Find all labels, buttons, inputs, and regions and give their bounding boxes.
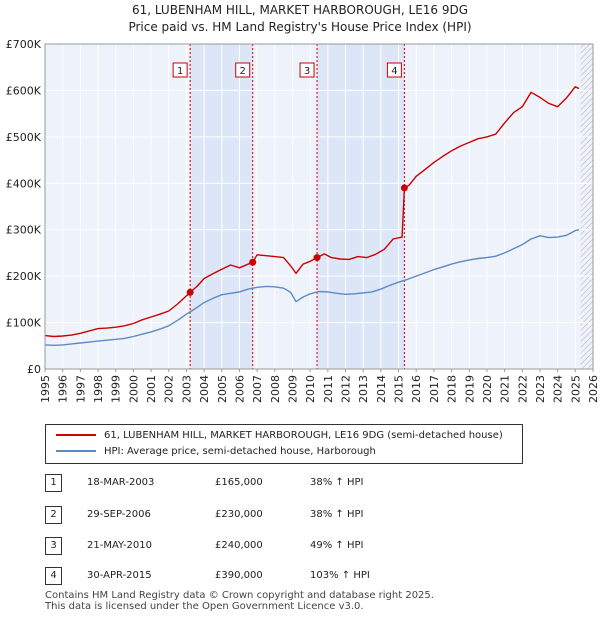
x-tick-label: 2008 — [269, 375, 282, 403]
sale-price: £165,000 — [215, 477, 263, 488]
forecast-hatch — [580, 44, 593, 369]
y-tick-label: £0 — [27, 363, 41, 376]
sale-number-badge: 3 — [45, 537, 62, 555]
sale-point — [186, 288, 194, 296]
x-tick-label: 1997 — [74, 375, 87, 403]
x-tick-label: 2024 — [552, 375, 565, 403]
legend-label-property: 61, LUBENHAM HILL, MARKET HARBOROUGH, LE… — [104, 430, 503, 441]
footer: Contains HM Land Registry data © Crown c… — [45, 590, 434, 612]
sale-number-badge: 2 — [45, 506, 62, 524]
footer-copyright: Contains HM Land Registry data © Crown c… — [45, 590, 434, 601]
sale-label-number: 3 — [304, 66, 310, 77]
x-tick-label: 2017 — [428, 375, 441, 403]
sale-hpi-change: 103% ↑ HPI — [310, 570, 370, 581]
x-tick-label: 2001 — [145, 375, 158, 403]
sale-label-box — [235, 62, 251, 78]
sale-hpi-change: 38% ↑ HPI — [310, 477, 364, 488]
x-tick-label: 1999 — [110, 375, 123, 403]
x-tick-label: 2015 — [393, 375, 406, 403]
sale-hpi-change: 38% ↑ HPI — [310, 509, 364, 520]
x-tick-label: 2009 — [286, 375, 299, 403]
x-tick-label: 2023 — [534, 375, 547, 403]
x-tick-label: 2012 — [340, 375, 353, 403]
legend-label-hpi: HPI: Average price, semi-detached house,… — [104, 446, 376, 457]
y-tick-label: £500K — [6, 131, 42, 144]
x-tick-label: 2020 — [481, 375, 494, 403]
x-tick-label: 2026 — [587, 375, 600, 403]
x-tick-label: 1998 — [92, 375, 105, 403]
chart-legend: 61, LUBENHAM HILL, MARKET HARBOROUGH, LE… — [45, 424, 523, 464]
sale-price: £240,000 — [215, 540, 263, 551]
y-tick-label: £300K — [6, 224, 42, 237]
x-tick-label: 2018 — [446, 375, 459, 403]
sale-row: 3 21-MAY-2010 £240,000 49% ↑ HPI — [45, 536, 385, 556]
x-tick-label: 2002 — [163, 375, 176, 403]
legend-swatch-property — [56, 434, 96, 436]
legend-item-hpi: HPI: Average price, semi-detached house,… — [56, 444, 376, 460]
x-tick-label: 2016 — [410, 375, 423, 403]
plot-frame — [44, 43, 594, 370]
x-tick-label: 2005 — [216, 375, 229, 403]
x-tick-label: 2014 — [375, 375, 388, 403]
sale-date: 29-SEP-2006 — [87, 509, 151, 520]
x-tick-label: 2019 — [463, 375, 476, 403]
chart-title: 61, LUBENHAM HILL, MARKET HARBOROUGH, LE… — [131, 3, 469, 17]
sale-point — [400, 184, 408, 192]
x-tick-label: 2025 — [569, 375, 582, 403]
sale-label-box — [299, 62, 315, 78]
price-chart: 1 2 3 4 £0 £100K £200K £300K £400K £500K £600K £700… — [6, 38, 600, 403]
sale-label-box — [172, 62, 188, 78]
sale-point — [313, 254, 321, 262]
x-tick-label: 2000 — [127, 375, 140, 403]
x-tick-label: 2013 — [357, 375, 370, 403]
shaded-period — [317, 44, 405, 369]
legend-swatch-hpi — [56, 450, 96, 452]
y-tick-label: £700K — [6, 38, 42, 51]
y-tick-label: £200K — [6, 270, 42, 283]
x-tick-label: 2011 — [322, 375, 335, 403]
sale-number-badge: 4 — [45, 567, 62, 585]
sale-row: 1 18-MAR-2003 £165,000 38% ↑ HPI — [45, 473, 385, 493]
x-tick-label: 2022 — [516, 375, 529, 403]
y-tick-label: £600K — [6, 84, 42, 97]
sale-number-badge: 1 — [45, 474, 62, 492]
y-tick-label: £100K — [6, 317, 42, 330]
sale-row: 2 29-SEP-2006 £230,000 38% ↑ HPI — [45, 505, 385, 525]
x-tick-label: 1995 — [39, 375, 52, 403]
sale-label-number: 4 — [391, 66, 397, 77]
legend-item-property: 61, LUBENHAM HILL, MARKET HARBOROUGH, LE… — [56, 428, 503, 444]
x-tick-label: 2004 — [198, 375, 211, 403]
sale-row: 4 30-APR-2015 £390,000 103% ↑ HPI — [45, 566, 385, 586]
x-tick-label: 1996 — [57, 375, 70, 403]
sale-label-number: 2 — [240, 66, 246, 77]
chart-subtitle: Price paid vs. HM Land Registry's House … — [128, 20, 472, 34]
series-line-hpi — [44, 229, 580, 346]
sale-hpi-change: 49% ↑ HPI — [310, 540, 364, 551]
sale-label-box — [386, 62, 402, 78]
sale-date: 18-MAR-2003 — [87, 477, 155, 488]
x-tick-label: 2006 — [233, 375, 246, 403]
sale-date: 30-APR-2015 — [87, 570, 152, 581]
sale-price: £230,000 — [215, 509, 263, 520]
sale-price: £390,000 — [215, 570, 263, 581]
x-tick-label: 2021 — [499, 375, 512, 403]
sale-label-number: 1 — [177, 66, 183, 77]
x-tick-label: 2010 — [304, 375, 317, 403]
x-tick-label: 2003 — [180, 375, 193, 403]
sale-point — [249, 258, 257, 266]
y-tick-label: £400K — [6, 177, 42, 190]
sale-date: 21-MAY-2010 — [87, 540, 153, 551]
chart-title-block: 61, LUBENHAM HILL, MARKET HARBOROUGH, LE… — [0, 2, 600, 36]
x-tick-label: 2007 — [251, 375, 264, 403]
footer-licence: This data is licensed under the Open Gov… — [45, 601, 364, 612]
